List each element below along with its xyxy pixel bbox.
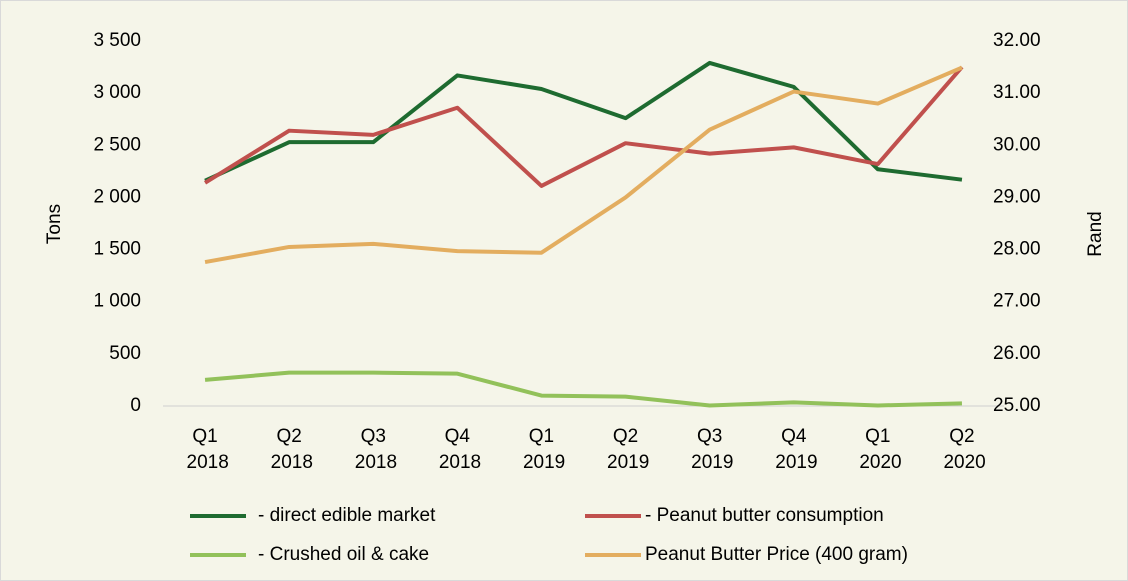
legend-label: - Peanut butter consumption (645, 505, 884, 526)
y2-tick-label: 28.00 (993, 239, 1041, 260)
y-axis-title: Tons (44, 204, 65, 244)
y2-tick-label: 29.00 (993, 186, 1041, 207)
y-tick-label: 500 (109, 343, 141, 364)
y2-axis-title: Rand (1085, 211, 1106, 256)
x-tick-label: Q4 2019 (770, 426, 818, 473)
y2-tick-label: 32.00 (993, 30, 1041, 51)
y2-tick-label: 30.00 (993, 134, 1041, 155)
y2-tick-label: 26.00 (993, 343, 1041, 364)
series-line (204, 60, 963, 183)
series-line (203, 65, 964, 188)
legend-label: - Crushed oil & cake (258, 544, 429, 565)
x-tick-label: Q3 2019 (686, 426, 734, 473)
y-tick-label: 1 500 (93, 239, 141, 260)
y-tick-label: 2 000 (93, 186, 141, 207)
y-tick-label: 0 (130, 395, 141, 416)
x-tick-label: Q3 2018 (349, 426, 397, 473)
x-tick-label: Q1 2020 (854, 426, 902, 473)
y-tick-label: 1 000 (93, 291, 141, 312)
x-tick-label: Q1 2019 (518, 426, 566, 473)
series-line (204, 370, 962, 408)
y-tick-label: 2 500 (93, 134, 141, 155)
x-tick-label: Q1 2018 (181, 426, 229, 473)
y-tick-label: 3 000 (93, 82, 141, 103)
x-tick-label: Q2 2020 (938, 426, 986, 473)
legend-label: Peanut Butter Price (400 gram) (645, 544, 908, 565)
y2-tick-label: 25.00 (993, 395, 1041, 416)
x-tick-label: Q2 2018 (265, 426, 313, 473)
x-tick-label: Q4 2018 (434, 426, 482, 473)
x-tick-label: Q2 2019 (602, 426, 650, 473)
y-tick-label: 3 500 (93, 30, 141, 51)
series-line (204, 65, 963, 265)
y2-tick-label: 27.00 (993, 291, 1041, 312)
legend-label: - direct edible market (258, 505, 436, 526)
y2-tick-label: 31.00 (993, 82, 1041, 103)
